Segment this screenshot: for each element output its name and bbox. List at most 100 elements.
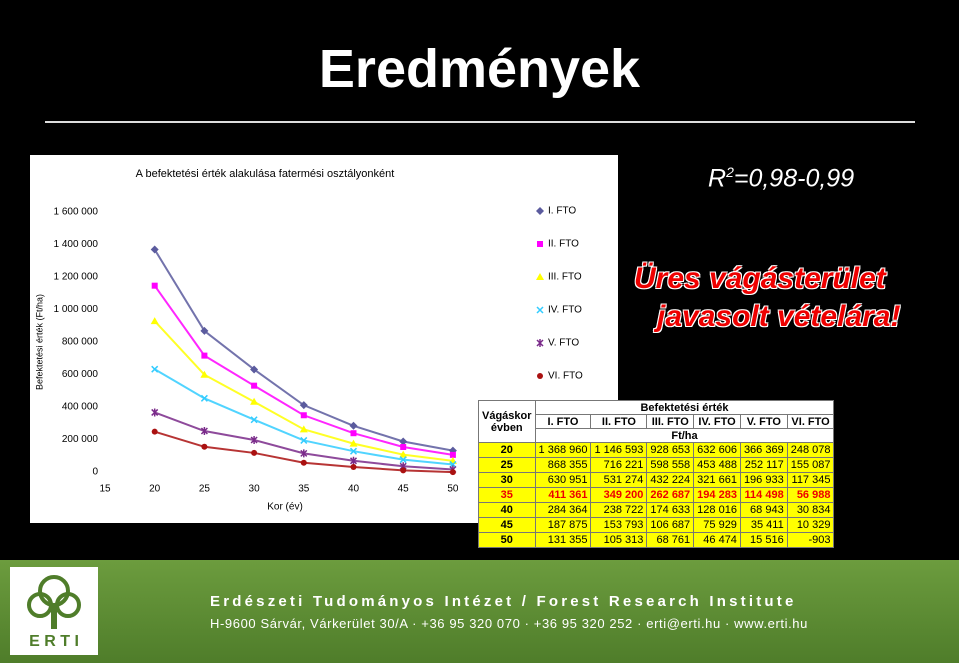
footer: E R T I Erdészeti Tudományos Intézet / F… xyxy=(0,560,959,663)
value-table: Vágáskor évben Befektetési érték I. FTO II. … xyxy=(478,400,835,548)
age-cell: 45 xyxy=(478,517,536,533)
chart-title: A befektetési érték alakulása fatermési … xyxy=(136,168,395,180)
data-row: 50 131 355 105 313 68 761 46 474 15 516 -903 xyxy=(478,532,835,548)
corner-cell: Vágáskor évben xyxy=(478,400,536,443)
point xyxy=(299,425,308,433)
value-cell: 262 687 xyxy=(646,487,695,503)
legend-label: III. FTO xyxy=(548,272,582,283)
value-cell: 284 364 xyxy=(534,502,592,518)
x-tick-label: 50 xyxy=(447,484,459,495)
x-tick-label: 40 xyxy=(348,484,360,495)
corner-text: évben xyxy=(490,421,523,434)
r-rest: =0,98-0,99 xyxy=(733,164,855,193)
header-row: I. FTO II. FTO III. FTO IV. FTO V. FTO VI. FT… xyxy=(479,414,835,429)
age-cell: 20 xyxy=(478,442,536,458)
group-header: Befektetési érték xyxy=(534,400,835,415)
x-tick-label: 30 xyxy=(249,484,261,495)
age-cell: 40 xyxy=(478,502,536,518)
y-axis-label: Befektetési érték (Ft/ha) xyxy=(34,294,44,390)
value-cell: 56 988 xyxy=(786,487,835,503)
point xyxy=(300,459,307,466)
annotation-line: Üres vágásterület xyxy=(634,262,886,295)
address: H-9600 Sárvár, Várkerület 30/A · +36 95 … xyxy=(210,616,808,631)
point xyxy=(250,435,258,444)
point xyxy=(350,463,357,470)
point xyxy=(200,326,209,335)
point xyxy=(201,443,208,450)
y-tick-label: 1 200 000 xyxy=(54,272,99,283)
age-cell: 50 xyxy=(478,532,536,548)
data-row: 30 630 951 531 274 432 224 321 661 196 933 117… xyxy=(478,472,835,488)
point xyxy=(200,427,208,436)
y-tick-label: 600 000 xyxy=(62,369,99,380)
point xyxy=(150,317,159,325)
value-cell: 128 016 xyxy=(693,502,741,518)
value-cell: 68 761 xyxy=(646,532,695,548)
value-cell: 238 722 xyxy=(590,502,648,518)
column-header: II. FTO xyxy=(590,414,648,429)
r-base: R xyxy=(708,164,727,193)
column-header: IV. FTO xyxy=(693,414,741,429)
value-cell: 432 224 xyxy=(646,472,695,488)
value-cell: 366 369 xyxy=(739,442,788,458)
point xyxy=(449,451,456,458)
value-cell: 106 687 xyxy=(646,517,695,533)
point xyxy=(250,397,259,405)
value-cell: 105 313 xyxy=(590,532,648,548)
value-cell: 248 078 xyxy=(786,442,835,458)
value-cell: 35 411 xyxy=(739,517,788,533)
legend-label: VI. FTO xyxy=(548,371,583,382)
column-header: VI. FTO xyxy=(786,414,835,429)
point xyxy=(151,428,158,435)
point xyxy=(250,365,259,374)
value-cell: 928 653 xyxy=(646,442,695,458)
r-sup: 2 xyxy=(726,164,734,180)
point xyxy=(349,456,358,465)
annotation-line: javasolt vételára! xyxy=(657,300,901,333)
logo-tree xyxy=(27,575,81,629)
age-cell: 25 xyxy=(478,457,536,473)
point xyxy=(299,401,308,410)
value-cell: 114 498 xyxy=(739,487,788,503)
value-cell: 1 146 593 xyxy=(590,442,648,458)
point xyxy=(400,467,407,474)
value-cell: 453 488 xyxy=(693,457,741,473)
legend-label: I. FTO xyxy=(548,206,576,217)
value-cell: -903 xyxy=(786,532,835,548)
x-tick-label: 35 xyxy=(298,484,310,495)
point xyxy=(151,365,159,373)
logo: E R T I xyxy=(10,567,98,655)
value-cell: 630 951 xyxy=(534,472,592,488)
value-cell: 153 793 xyxy=(590,517,648,533)
point xyxy=(449,469,456,476)
point xyxy=(300,436,308,444)
data-row: 25 868 355 716 221 598 558 453 488 252 117 155… xyxy=(478,457,835,473)
x-tick-label: 25 xyxy=(199,484,211,495)
value-cell: 349 200 xyxy=(590,487,648,503)
point xyxy=(349,447,358,455)
point xyxy=(200,394,208,402)
point xyxy=(349,439,358,447)
y-tick-label: 800 000 xyxy=(62,337,99,348)
point xyxy=(350,430,357,437)
legend-marker xyxy=(536,207,544,215)
value-cell: 531 274 xyxy=(590,472,648,488)
legend-marker xyxy=(536,273,544,280)
point xyxy=(399,456,407,464)
age-cell: 30 xyxy=(478,472,536,488)
y-tick-label: 0 xyxy=(92,467,98,478)
institute-name: Erdészeti Tudományos Intézet / Forest Re… xyxy=(210,593,797,610)
legend-marker xyxy=(536,339,544,347)
point xyxy=(399,437,408,446)
value-cell: 46 474 xyxy=(693,532,741,548)
value-cell: 155 087 xyxy=(786,457,835,473)
point xyxy=(201,352,208,359)
y-tick-label: 1 400 000 xyxy=(54,239,99,250)
point xyxy=(250,416,258,424)
corner-text: Vágáskor xyxy=(482,409,532,422)
data-row: 45 187 875 153 793 106 687 75 929 35 411 10 32… xyxy=(478,517,835,533)
y-tick-label: 1 600 000 xyxy=(54,207,99,218)
logo-text: E R T I xyxy=(29,633,79,650)
point xyxy=(251,382,258,389)
point xyxy=(300,412,307,419)
